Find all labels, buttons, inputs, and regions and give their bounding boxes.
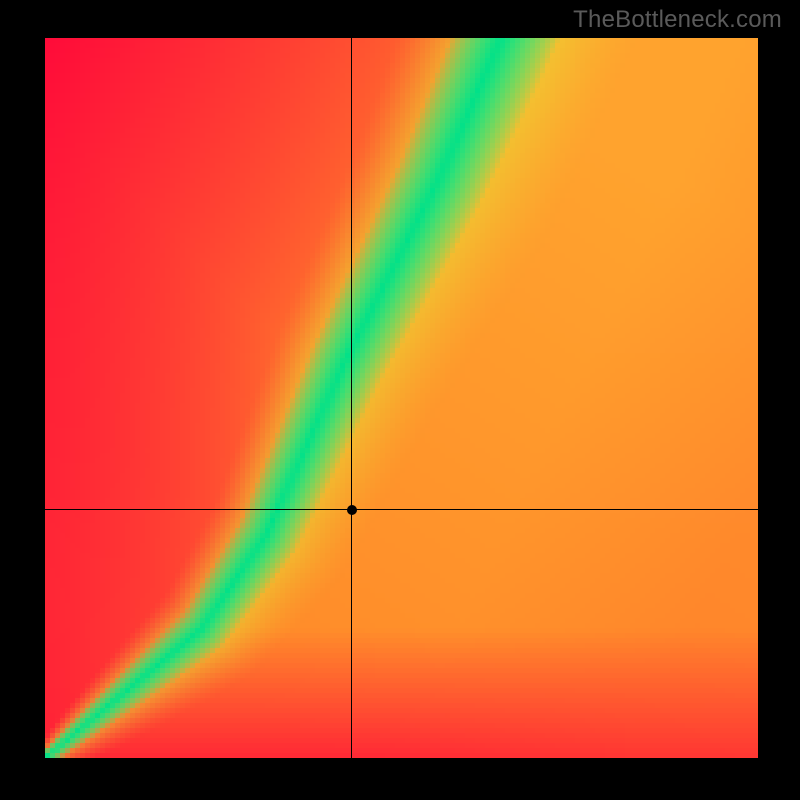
chart-frame: TheBottleneck.com	[0, 0, 800, 800]
data-point-marker	[347, 505, 357, 515]
crosshair-vertical	[351, 38, 352, 758]
heatmap-canvas	[45, 38, 758, 758]
heatmap-plot	[45, 38, 758, 758]
crosshair-horizontal	[45, 509, 758, 510]
watermark-text: TheBottleneck.com	[573, 6, 782, 34]
